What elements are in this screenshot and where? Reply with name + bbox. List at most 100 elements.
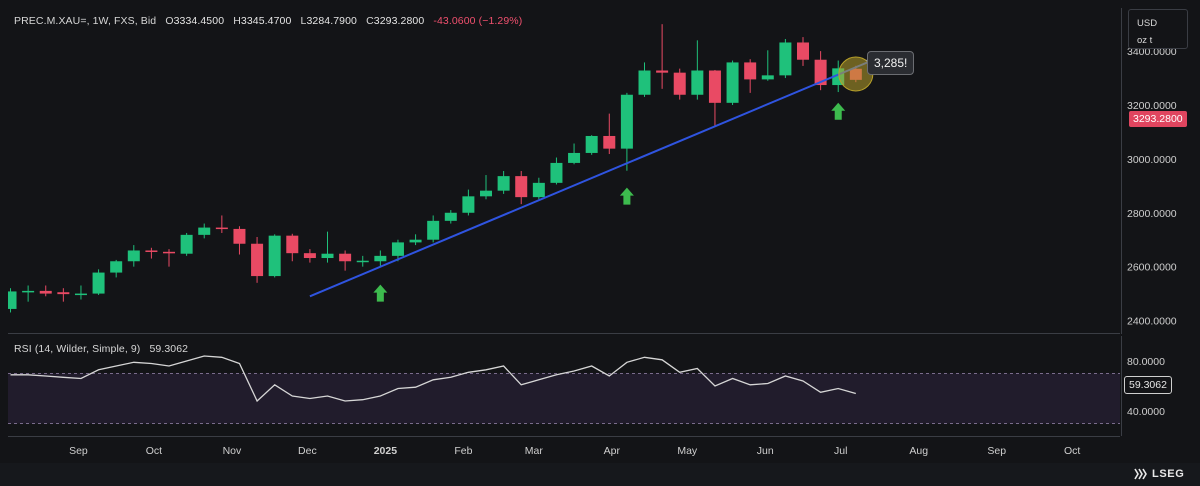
low-value: 3284.7900 [306,15,357,27]
candle-body [391,242,404,256]
candle-body [444,212,457,221]
candle [303,249,316,263]
candle [673,68,686,100]
candle [339,250,352,271]
trend-line [309,51,892,298]
candle-body [779,42,792,76]
candle [427,215,440,243]
candle [797,37,810,66]
candle-body [268,235,281,277]
candle-body [638,70,651,95]
candle [691,40,704,100]
candle [321,231,334,263]
candle [22,285,35,302]
time-tick-label: Aug [909,445,928,457]
candle [127,245,140,267]
unit-selector[interactable]: USD oz t [1128,9,1188,49]
time-tick-label: Feb [454,445,472,457]
candle [480,175,493,200]
time-tick-label: Jul [834,445,847,457]
footer-bar [0,463,1200,486]
candle [374,250,387,267]
candle-body [550,162,563,183]
candle-body [286,235,299,254]
candle [233,226,246,255]
price-axis-background [1121,8,1192,334]
price-axis[interactable]: 3400.0000 3200.0000 3000.0000 2800.0000 2600… [1121,8,1192,334]
candle-body [427,220,440,240]
candle [409,234,422,246]
time-tick-label: Mar [525,445,544,457]
price-chart[interactable] [8,8,1120,334]
candle-body [532,182,545,198]
open-value: 3334.4500 [173,15,225,27]
candle-body [215,227,228,230]
high-label: H [233,15,241,27]
change-value: -43.0600 (−1.29%) [433,15,523,27]
candle-body [356,260,369,263]
candle [444,210,457,224]
candle-body [620,94,633,149]
candle-body [726,62,739,103]
candle-body [57,292,70,295]
close-label: C [366,15,374,27]
candle [462,189,475,216]
candle-body [145,250,158,252]
unit-label: oz t [1137,35,1153,46]
rsi-value-tag: 59.3062 [1124,376,1172,394]
candle-body [585,135,598,153]
candle-body [409,239,422,243]
rsi-chart[interactable] [8,336,1120,436]
candle-body [374,255,387,262]
candle [620,92,633,171]
candle-body [761,75,774,80]
candle-body [744,62,757,80]
candle [391,239,404,262]
candle-body [480,190,493,197]
candle-body [497,176,510,191]
time-tick-label: Oct [1064,445,1080,457]
candle-body [163,251,176,254]
candle [532,177,545,200]
candle-body [251,243,264,277]
price-tick-label: 2600.0000 [1127,262,1177,274]
candle-body [233,228,246,244]
price-plot-background [8,8,1120,334]
candle-body [797,42,810,60]
candle-body [691,70,704,95]
price-tick-label: 3000.0000 [1127,154,1177,166]
time-axis[interactable]: Sep Oct Nov Dec 2025 Feb Mar Apr May Jun Jul Aug Sep… [8,436,1120,462]
low-label: L [300,15,307,27]
candle [39,285,52,297]
candle-body [568,152,581,163]
candle [57,288,70,302]
candle [215,215,228,233]
close-value: 3293.2800 [373,15,425,27]
candle [744,59,757,93]
candle [74,285,87,300]
buy-arrow-icon [619,187,634,205]
candle [268,234,281,278]
symbol-label: PREC.M.XAU=, 1W, FXS, Bid [14,15,157,27]
candle-body [708,70,721,103]
candle [814,51,827,91]
candle-body [462,196,475,213]
candle-body [110,261,123,273]
candle-body [339,253,352,262]
rsi-value: 59.3062 [149,343,189,355]
time-axis-background [8,436,1120,462]
candle-body [180,234,193,254]
currency-label: USD [1137,18,1158,29]
candle-body [814,59,827,86]
candle [761,50,774,81]
candle [568,143,581,165]
time-tick-label: Jun [757,445,774,457]
candle-body [321,253,334,259]
candle [251,237,264,283]
buy-arrow-icon [831,102,846,120]
candle-body [8,291,17,309]
price-callout: 3,285! [867,51,915,75]
candle [779,38,792,79]
candle [356,255,369,267]
rsi-tick-label: 40.0000 [1127,406,1165,418]
